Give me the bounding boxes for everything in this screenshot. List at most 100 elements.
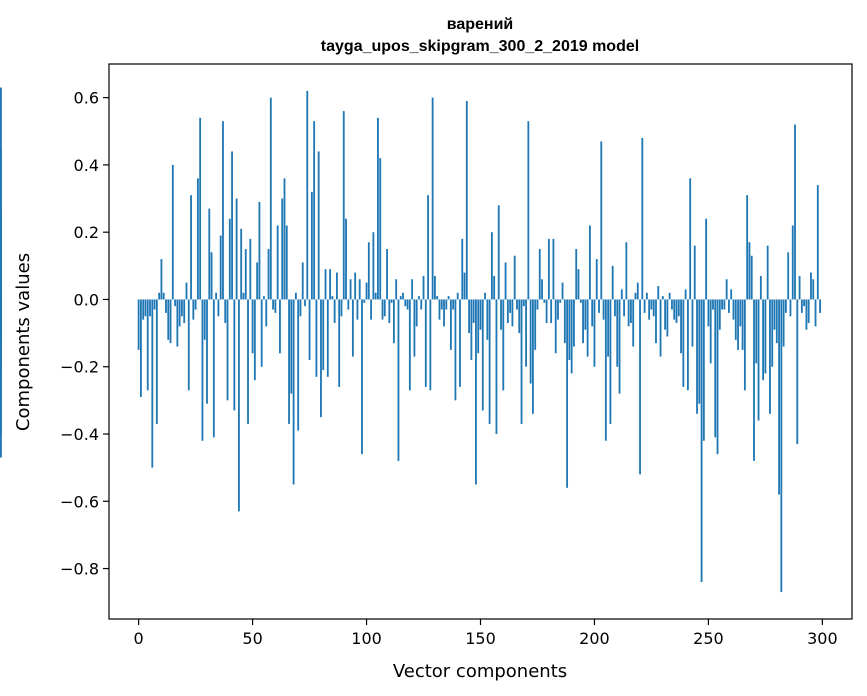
- bar: [456, 292, 459, 300]
- bar: [648, 299, 651, 320]
- bar: [249, 238, 252, 300]
- bar: [707, 299, 710, 327]
- bar: [345, 218, 347, 300]
- bar: [497, 205, 500, 300]
- bar: [593, 299, 596, 367]
- bar: [310, 191, 313, 300]
- bar: [301, 262, 304, 300]
- bar: [527, 121, 530, 300]
- bar: [716, 299, 719, 455]
- bar: [728, 299, 730, 313]
- bar: [294, 292, 297, 300]
- bar: [461, 238, 464, 300]
- bar: [522, 299, 525, 307]
- bar: [358, 279, 361, 300]
- bar: [782, 299, 785, 347]
- bar: [233, 299, 236, 411]
- bar: [155, 299, 158, 424]
- bar: [668, 292, 671, 300]
- bar: [242, 292, 245, 300]
- bar: [618, 299, 621, 394]
- bar: [630, 299, 632, 323]
- bar: [623, 299, 625, 317]
- bar: [406, 299, 409, 310]
- bar: [536, 299, 539, 310]
- bar: [819, 299, 821, 313]
- x-tick-label: 0: [134, 629, 144, 648]
- bar: [365, 282, 368, 300]
- bar: [773, 299, 776, 330]
- bar: [595, 259, 598, 300]
- bar: [367, 242, 370, 300]
- bar: [600, 141, 603, 300]
- bar: [269, 97, 272, 300]
- bar: [190, 195, 192, 300]
- bar: [762, 299, 765, 381]
- bar: [290, 299, 293, 394]
- bar: [420, 299, 423, 310]
- bar: [347, 299, 350, 310]
- bar: [739, 299, 742, 327]
- bar: [712, 299, 714, 310]
- bar: [586, 299, 589, 357]
- bar: [206, 299, 208, 404]
- bar: [582, 299, 584, 344]
- bar: [675, 299, 678, 323]
- bar: [493, 275, 496, 300]
- bar: [0, 299, 2, 340]
- bar: [404, 299, 407, 307]
- bar: [415, 299, 418, 327]
- bar: [340, 299, 343, 317]
- bar: [484, 292, 486, 300]
- bar: [547, 238, 550, 300]
- bar: [194, 299, 197, 310]
- bar: [445, 299, 448, 310]
- y-tick-label: −0.6: [60, 492, 99, 511]
- bar: [0, 299, 2, 303]
- bar: [181, 299, 183, 317]
- x-axis: 0 50 100 150 200 250 300: [134, 619, 838, 648]
- bar: [812, 279, 815, 300]
- bar: [333, 299, 336, 323]
- bar: [317, 151, 320, 300]
- bar: [718, 299, 721, 330]
- bar: [557, 299, 559, 320]
- bar: [805, 299, 808, 330]
- x-tick-label: 200: [579, 629, 610, 648]
- bar: [516, 299, 518, 310]
- bar: [349, 279, 352, 300]
- bar: [481, 299, 484, 411]
- bar: [142, 299, 145, 320]
- bar: [329, 269, 331, 300]
- bar: [545, 299, 548, 323]
- bar: [534, 299, 537, 350]
- bar: [196, 178, 199, 300]
- bar: [422, 275, 425, 300]
- bar: [370, 299, 373, 320]
- bar: [627, 299, 630, 327]
- bar: [771, 299, 774, 367]
- bar: [183, 299, 186, 323]
- bar: [506, 299, 509, 323]
- bar: [465, 101, 468, 300]
- bar: [454, 299, 457, 401]
- bar: [810, 272, 812, 300]
- bar: [502, 299, 505, 391]
- bar: [427, 195, 429, 300]
- bar: [304, 299, 306, 307]
- bar: [577, 269, 580, 300]
- bar: [575, 249, 578, 300]
- bar: [315, 299, 318, 377]
- bar: [244, 249, 247, 300]
- bar: [477, 299, 480, 354]
- y-tick-label: −0.4: [60, 425, 99, 444]
- bar: [265, 299, 268, 327]
- bar: [288, 299, 290, 424]
- bar: [800, 299, 803, 313]
- bar: [240, 228, 243, 300]
- bar: [677, 299, 680, 317]
- bar: [356, 299, 359, 320]
- bar: [281, 198, 284, 300]
- bar: [602, 299, 605, 320]
